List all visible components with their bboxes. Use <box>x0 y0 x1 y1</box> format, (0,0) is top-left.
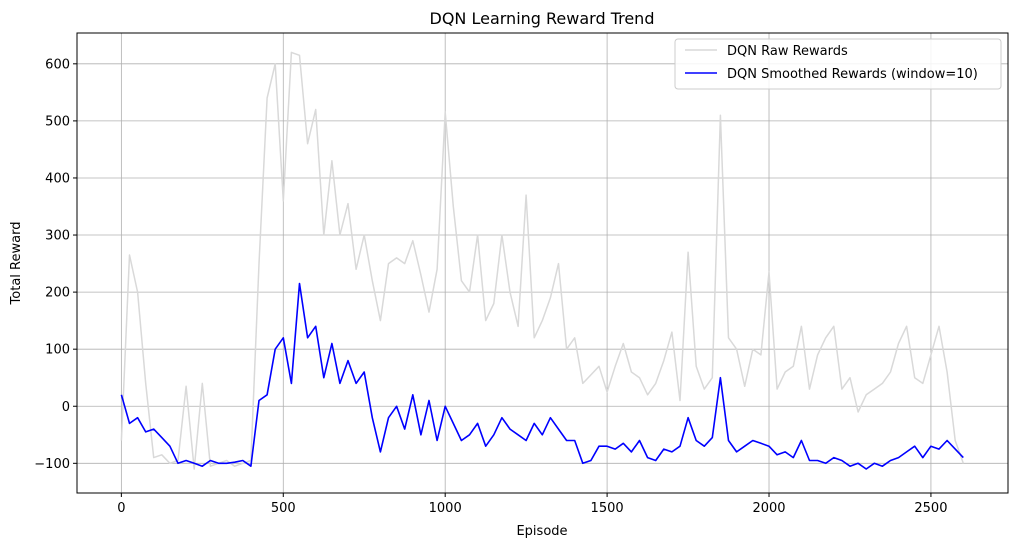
series-layer <box>120 51 965 470</box>
x-tick-label: 2000 <box>752 501 785 516</box>
y-tick-label: 200 <box>45 286 70 301</box>
legend: DQN Raw Rewards DQN Smoothed Rewards (wi… <box>674 38 1002 90</box>
x-tick-label: 2500 <box>914 501 947 516</box>
y-axis-title: Total Reward <box>9 222 24 306</box>
raw-rewards-line <box>120 51 965 470</box>
plot-frame <box>76 32 1009 494</box>
smoothed-rewards-line <box>120 282 964 470</box>
chart-title: DQN Learning Reward Trend <box>430 9 655 28</box>
y-tick-label: −100 <box>34 457 70 472</box>
y-tick-label: 100 <box>45 343 70 358</box>
y-axis: −100 0 100 200 300 400 500 600 <box>34 57 77 472</box>
legend-label-smoothed: DQN Smoothed Rewards (window=10) <box>727 67 978 82</box>
x-axis: 0 500 1000 1500 2000 2500 <box>117 493 947 516</box>
y-tick-label: 600 <box>45 57 70 72</box>
x-tick-label: 1500 <box>591 501 624 516</box>
x-axis-title: Episode <box>516 524 567 539</box>
legend-box <box>674 38 1002 90</box>
y-tick-label: 500 <box>45 114 70 129</box>
x-tick-label: 500 <box>271 501 296 516</box>
x-tick-label: 0 <box>117 501 125 516</box>
y-tick-label: 400 <box>45 171 70 186</box>
y-tick-label: 0 <box>62 400 70 415</box>
y-tick-label: 300 <box>45 229 70 244</box>
x-tick-label: 1000 <box>429 501 462 516</box>
grid-lines <box>77 33 1008 493</box>
legend-label-raw: DQN Raw Rewards <box>727 44 848 59</box>
